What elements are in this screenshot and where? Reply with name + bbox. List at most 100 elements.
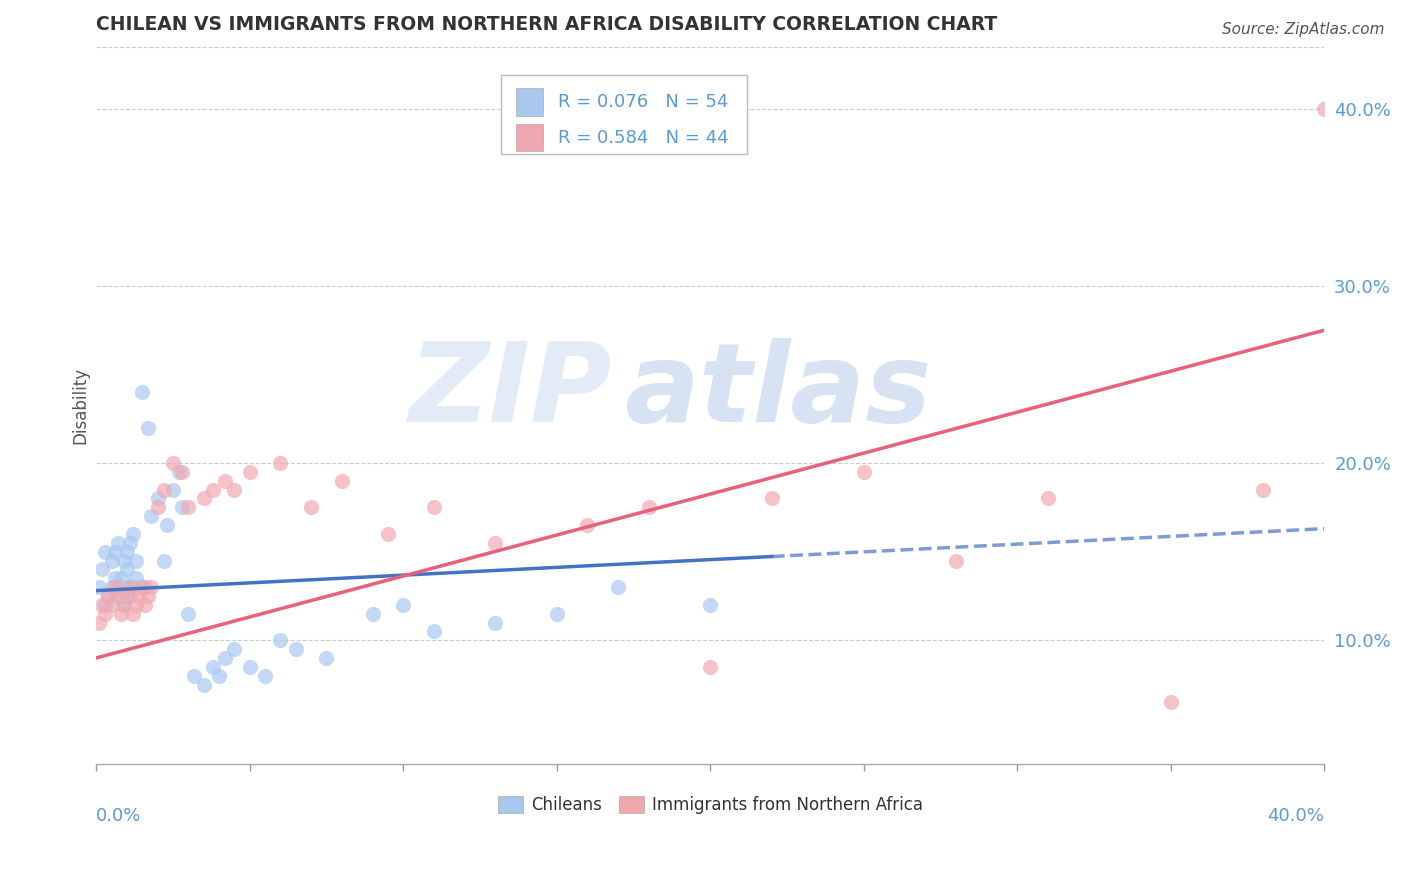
Point	[1160, 695, 1182, 709]
Point	[141, 509, 163, 524]
Point	[125, 553, 148, 567]
Point	[100, 598, 122, 612]
Point	[183, 668, 205, 682]
Point	[152, 483, 174, 497]
Point	[852, 465, 875, 479]
Point	[112, 598, 135, 612]
Point	[128, 580, 150, 594]
Point	[239, 660, 262, 674]
Point	[115, 580, 138, 594]
Point	[201, 483, 224, 497]
Point	[100, 580, 122, 594]
Point	[118, 580, 141, 594]
Point	[177, 607, 200, 621]
Text: atlas: atlas	[624, 337, 932, 444]
Text: 40.0%: 40.0%	[1268, 807, 1324, 825]
Point	[104, 580, 127, 594]
Point	[152, 553, 174, 567]
Point	[1313, 102, 1336, 116]
Point	[392, 598, 415, 612]
Text: CHILEAN VS IMMIGRANTS FROM NORTHERN AFRICA DISABILITY CORRELATION CHART: CHILEAN VS IMMIGRANTS FROM NORTHERN AFRI…	[96, 15, 997, 34]
Point	[107, 536, 129, 550]
Point	[269, 633, 291, 648]
Point	[89, 580, 111, 594]
Point	[162, 456, 184, 470]
Point	[167, 465, 190, 479]
Point	[214, 474, 236, 488]
Point	[138, 420, 160, 434]
Point	[94, 607, 117, 621]
Point	[141, 580, 163, 594]
Point	[122, 580, 145, 594]
Bar	[516, 88, 543, 116]
Point	[576, 518, 599, 533]
Point	[107, 589, 129, 603]
Point	[607, 580, 630, 594]
Point	[100, 553, 122, 567]
Point	[945, 553, 967, 567]
Point	[269, 456, 291, 470]
Point	[546, 607, 568, 621]
Point	[284, 642, 307, 657]
Point	[128, 589, 150, 603]
Point	[208, 668, 231, 682]
Point	[484, 536, 506, 550]
Point	[112, 598, 135, 612]
Point	[162, 483, 184, 497]
Point	[125, 598, 148, 612]
Point	[118, 536, 141, 550]
Point	[484, 615, 506, 630]
Point	[138, 589, 160, 603]
Point	[193, 491, 215, 506]
Point	[122, 607, 145, 621]
Point	[1036, 491, 1059, 506]
Point	[122, 527, 145, 541]
Point	[110, 589, 132, 603]
Point	[699, 660, 721, 674]
Point	[330, 474, 353, 488]
Text: R = 0.076   N = 54: R = 0.076 N = 54	[558, 93, 728, 111]
Point	[156, 518, 179, 533]
Point	[146, 491, 169, 506]
Point	[299, 500, 322, 515]
FancyBboxPatch shape	[502, 75, 747, 154]
Point	[104, 571, 127, 585]
Point	[110, 571, 132, 585]
Point	[134, 580, 156, 594]
Point	[193, 677, 215, 691]
Point	[131, 580, 153, 594]
Point	[97, 589, 120, 603]
Point	[89, 615, 111, 630]
Point	[315, 651, 337, 665]
Text: ZIP: ZIP	[409, 337, 612, 444]
Point	[131, 385, 153, 400]
Point	[110, 607, 132, 621]
Point	[172, 465, 194, 479]
Text: R = 0.584   N = 44: R = 0.584 N = 44	[558, 128, 728, 147]
Point	[1251, 483, 1274, 497]
Point	[134, 598, 156, 612]
Bar	[516, 124, 543, 152]
Point	[97, 589, 120, 603]
Point	[224, 483, 246, 497]
Y-axis label: Disability: Disability	[72, 367, 89, 444]
Legend: Chileans, Immigrants from Northern Africa: Chileans, Immigrants from Northern Afric…	[491, 789, 929, 821]
Point	[177, 500, 200, 515]
Point	[94, 544, 117, 558]
Point	[699, 598, 721, 612]
Point	[112, 553, 135, 567]
Point	[91, 598, 114, 612]
Point	[423, 624, 446, 639]
Point	[201, 660, 224, 674]
Text: 0.0%: 0.0%	[96, 807, 142, 825]
Point	[125, 571, 148, 585]
Point	[761, 491, 783, 506]
Point	[107, 580, 129, 594]
Point	[423, 500, 446, 515]
Point	[115, 544, 138, 558]
Point	[254, 668, 277, 682]
Point	[91, 562, 114, 576]
Point	[118, 589, 141, 603]
Text: Source: ZipAtlas.com: Source: ZipAtlas.com	[1222, 22, 1385, 37]
Point	[224, 642, 246, 657]
